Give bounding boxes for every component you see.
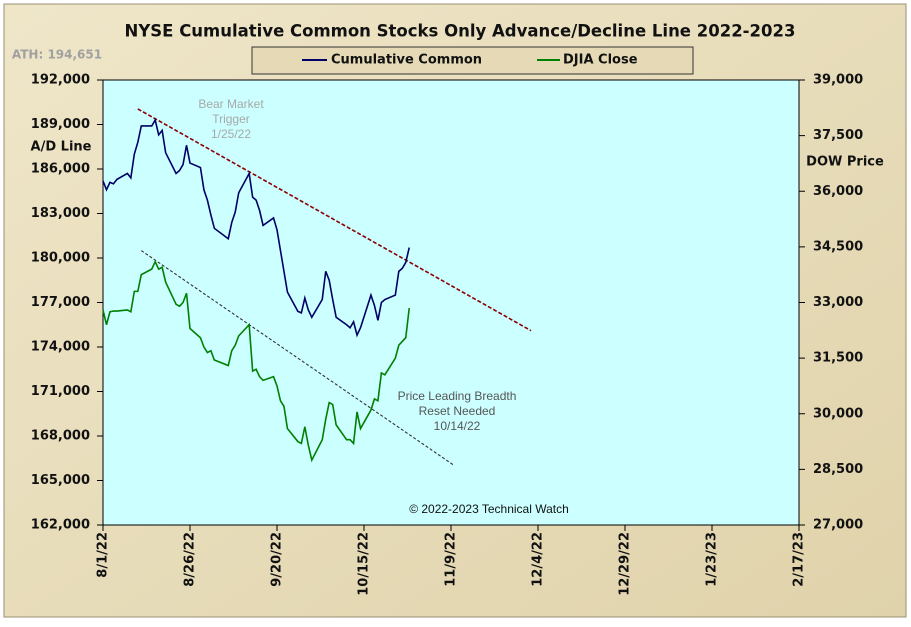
- annotation: Price Leading Breadth: [398, 389, 517, 403]
- y-tick-label: 168,000: [31, 429, 90, 444]
- y2-tick-label: 36,000: [813, 184, 863, 199]
- y2-tick-label: 37,500: [813, 128, 863, 143]
- y-tick-label: 177,000: [31, 295, 90, 310]
- y2-tick-label: 31,500: [813, 351, 863, 366]
- y-tick-label: 165,000: [31, 473, 90, 488]
- credit: © 2022-2023 Technical Watch: [409, 502, 569, 516]
- y-tick-label: 171,000: [31, 384, 90, 399]
- annotation: Trigger: [212, 112, 250, 126]
- y-tick-label: 186,000: [31, 162, 90, 177]
- annotation: Bear Market: [198, 97, 264, 111]
- x-tick-label: 2/17/23: [792, 532, 807, 587]
- ath-label: ATH: 194,651: [12, 48, 102, 62]
- trend-line: [137, 108, 532, 332]
- y-tick-label: 180,000: [31, 251, 90, 266]
- annotation: 1/25/22: [211, 127, 251, 141]
- series-line: [102, 117, 411, 338]
- annotation: 10/14/22: [434, 419, 481, 433]
- x-tick-label: 1/23/23: [705, 532, 720, 587]
- series-line: [102, 259, 411, 463]
- y-tick-label: 183,000: [31, 206, 90, 221]
- y-axis-label: A/D Line: [31, 140, 92, 155]
- x-tick-label: 9/20/22: [270, 532, 285, 587]
- y-tick-label: 192,000: [31, 73, 90, 88]
- y2-tick-label: 30,000: [813, 406, 863, 421]
- legend-label: Cumulative Common: [331, 53, 482, 68]
- y2-tick-label: 28,500: [813, 462, 863, 477]
- x-tick-label: 12/4/22: [531, 532, 546, 587]
- trend-line: [140, 250, 455, 467]
- y2-axis-label: DOW Price: [806, 155, 884, 170]
- y-tick-label: 189,000: [31, 117, 90, 132]
- x-tick-label: 12/29/22: [618, 532, 633, 596]
- x-tick-label: 8/26/22: [183, 532, 198, 587]
- y-tick-label: 162,000: [31, 518, 90, 533]
- plot-area: [102, 79, 800, 526]
- y2-tick-label: 27,000: [813, 518, 863, 533]
- chart-title: NYSE Cumulative Common Stocks Only Advan…: [125, 22, 796, 41]
- legend-label: DJIA Close: [563, 53, 638, 68]
- y2-tick-label: 39,000: [813, 73, 863, 88]
- y2-tick-label: 33,000: [813, 295, 863, 310]
- annotation: Reset Needed: [419, 404, 496, 418]
- x-tick-label: 8/1/22: [96, 532, 111, 578]
- y-tick-label: 174,000: [31, 340, 90, 355]
- y2-tick-label: 34,500: [813, 239, 863, 254]
- x-tick-label: 10/15/22: [357, 532, 372, 596]
- x-tick-label: 11/9/22: [444, 532, 459, 587]
